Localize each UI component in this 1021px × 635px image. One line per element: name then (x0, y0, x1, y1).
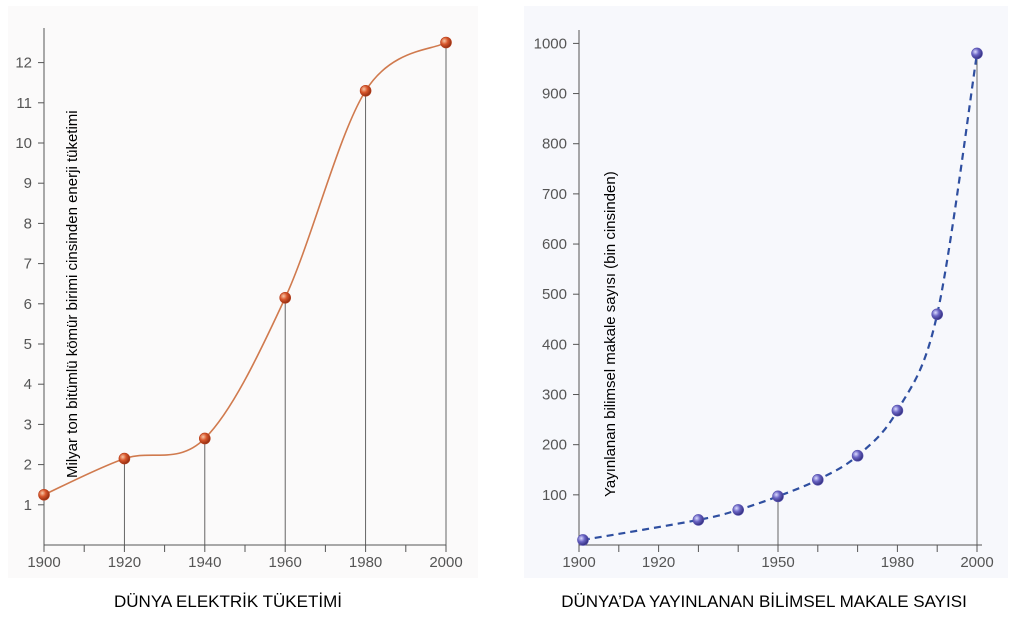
y-tick-label: 300 (542, 387, 567, 404)
data-point (359, 84, 372, 97)
y-tick-label: 3 (24, 416, 32, 433)
chart-title: DÜNYA’DA YAYINLANAN BİLİMSEL MAKALE SAYI… (561, 592, 967, 611)
x-tick-label: 1940 (188, 554, 221, 571)
series-line (582, 53, 979, 542)
x-tick-label: 2000 (960, 554, 993, 571)
chart-title: DÜNYA ELEKTRİK TÜKETİMİ (114, 592, 342, 611)
x-tick-label: 1900 (562, 554, 595, 571)
y-tick-label: 800 (542, 136, 567, 153)
data-points (38, 36, 452, 501)
data-point (931, 308, 944, 321)
x-tick-label: 1980 (349, 554, 382, 571)
y-tick-label: 2 (24, 457, 32, 474)
data-point (577, 534, 589, 546)
x-tick-label: 1950 (761, 554, 794, 571)
y-tick-label: 5 (24, 336, 32, 353)
y-axis-label: Milyar ton bitümlü kömür birimi cinsinde… (64, 110, 81, 478)
y-tick-label: 900 (542, 86, 567, 103)
chart-panel-background (524, 6, 1008, 578)
data-point (891, 404, 904, 417)
data-point (732, 504, 745, 516)
data-point (692, 514, 705, 526)
y-tick-label: 4 (24, 376, 32, 393)
data-point (851, 449, 864, 462)
x-tick-label: 1920 (642, 554, 675, 571)
y-ticks: 100 200 300 400 500 600 700 800 900 1000 (534, 35, 579, 504)
data-point (772, 490, 784, 503)
data-point (118, 452, 131, 465)
data-point (971, 47, 983, 60)
y-tick-label: 1 (24, 497, 32, 514)
y-tick-label: 7 (24, 256, 32, 273)
x-tick-label: 2000 (429, 554, 462, 571)
y-tick-label: 12 (15, 55, 32, 72)
data-point (279, 291, 292, 304)
x-ticks: 1900 1920 1950 1980 2000 (562, 545, 994, 571)
y-tick-label: 200 (542, 437, 567, 454)
x-ticks: 1900 1920 1940 1960 1980 2000 (27, 545, 463, 571)
x-tick-label: 1980 (881, 554, 914, 571)
x-tick-label: 1920 (108, 554, 141, 571)
y-tick-label: 1000 (534, 35, 567, 52)
data-point (199, 432, 211, 445)
y-tick-label: 700 (542, 186, 567, 203)
data-point (38, 488, 50, 501)
data-point (811, 473, 824, 486)
y-axis-label: Yayınlanan bilimsel makale sayısı (bin c… (602, 171, 619, 497)
data-points (577, 47, 983, 546)
y-tick-label: 500 (542, 286, 567, 303)
chart-panel-background (8, 6, 478, 578)
x-tick-label: 1960 (269, 554, 302, 571)
drop-lines (777, 53, 978, 545)
data-point (440, 36, 452, 49)
y-tick-label: 6 (24, 296, 32, 313)
y-tick-label: 9 (24, 175, 32, 192)
y-tick-label: 600 (542, 236, 567, 253)
y-tick-label: 11 (16, 95, 32, 112)
y-tick-label: 10 (15, 135, 32, 152)
y-tick-label: 100 (542, 487, 567, 504)
y-tick-label: 400 (542, 336, 567, 353)
y-tick-label: 8 (24, 215, 32, 232)
drop-lines (123, 42, 447, 545)
articles-chart: 100 200 300 400 500 600 700 800 900 1000 1900 1920… (524, 6, 1008, 611)
x-tick-label: 1900 (27, 554, 60, 571)
